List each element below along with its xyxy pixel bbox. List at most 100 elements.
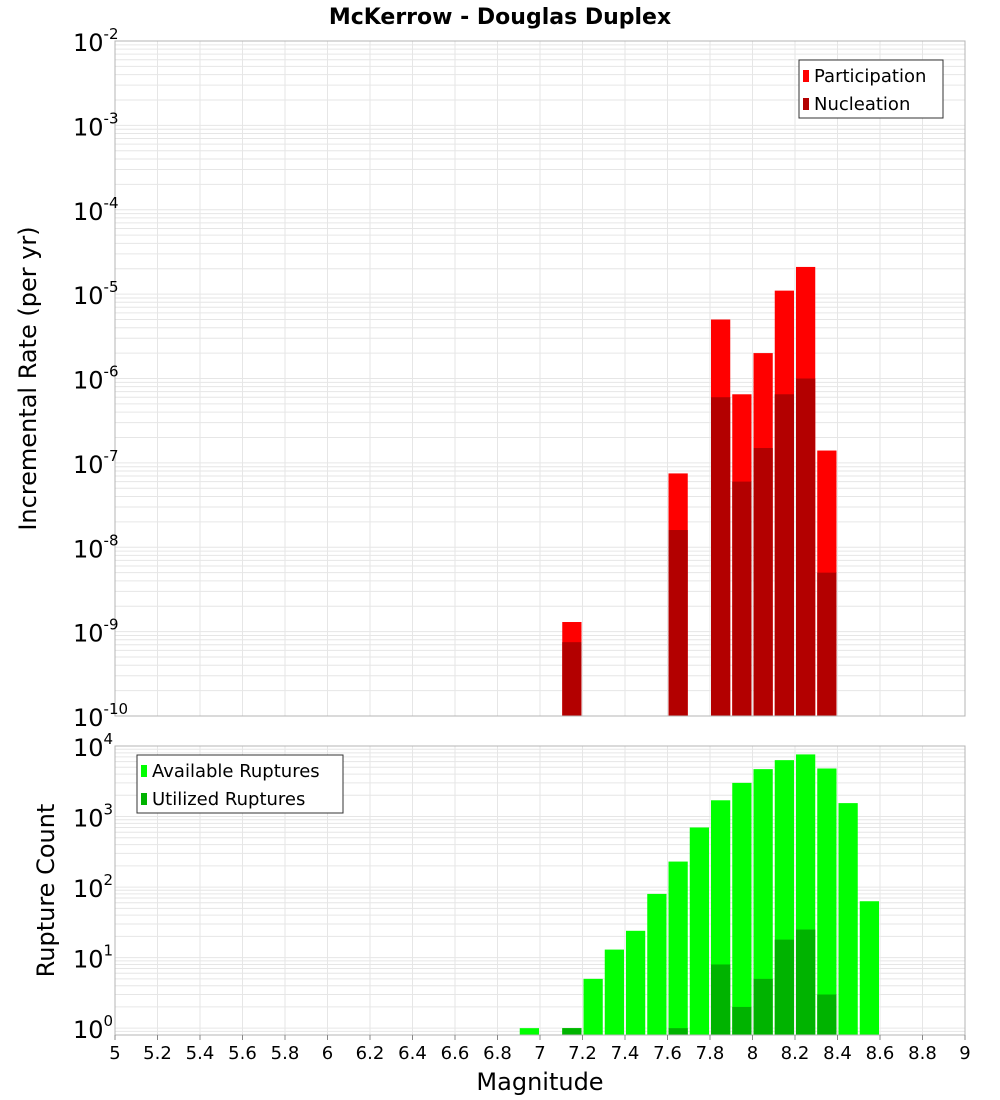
bar-utilized-ruptures <box>711 964 731 1035</box>
bar-utilized-ruptures <box>732 1006 752 1035</box>
y-tick-exponent: 2 <box>104 871 114 889</box>
y-tick-label: 10-7 <box>73 447 119 479</box>
bar-nucleation <box>774 394 794 716</box>
y-tick-exponent: 4 <box>104 730 114 748</box>
x-tick-label: 5.6 <box>228 1043 257 1064</box>
rate-panel-grid <box>114 41 966 717</box>
legend-label: Participation <box>814 66 926 87</box>
bar-available-ruptures <box>859 901 879 1035</box>
x-tick-label: 8.8 <box>908 1043 937 1064</box>
bar-nucleation <box>668 530 688 716</box>
y-tick-exponent: -5 <box>104 278 119 296</box>
legend-swatch <box>803 70 809 82</box>
y-tick-base: 10 <box>73 946 104 974</box>
x-tick-label: 8.6 <box>866 1043 895 1064</box>
legend-label: Available Ruptures <box>152 761 320 782</box>
y-tick-exponent: -3 <box>104 109 119 127</box>
bar-available-ruptures <box>689 827 709 1035</box>
x-tick-label: 7.8 <box>696 1043 725 1064</box>
bar-utilized-ruptures <box>796 929 816 1035</box>
count-panel-bars <box>519 754 879 1035</box>
bar-nucleation <box>711 397 731 716</box>
bar-utilized-ruptures <box>562 1028 582 1035</box>
y-tick-base: 10 <box>73 367 104 395</box>
rate-panel-bars <box>562 266 837 716</box>
x-tick-label: 6 <box>322 1043 333 1064</box>
y-tick-exponent: -9 <box>104 616 119 634</box>
y-tick-label: 103 <box>73 801 113 833</box>
bar-available-ruptures <box>753 769 773 1035</box>
bar-available-ruptures <box>583 978 603 1035</box>
y-tick-base: 10 <box>73 805 104 833</box>
y-tick-exponent: 3 <box>104 801 114 819</box>
y-tick-base: 10 <box>73 620 104 648</box>
x-tick-label: 7.2 <box>568 1043 597 1064</box>
bar-available-ruptures <box>626 930 646 1035</box>
y-tick-label: 101 <box>73 942 113 974</box>
y-tick-exponent: -10 <box>104 700 129 718</box>
x-tick-label: 7.6 <box>653 1043 682 1064</box>
y-tick-label: 10-5 <box>73 278 119 310</box>
x-tick-label: 5.2 <box>143 1043 172 1064</box>
rate-legend: Participation Nucleation <box>798 59 944 119</box>
bar-nucleation <box>753 448 773 716</box>
x-tick-label: 5.8 <box>271 1043 300 1064</box>
y-tick-base: 10 <box>73 734 104 762</box>
legend-label: Nucleation <box>814 94 910 115</box>
count-y-axis-label: Rupture Count <box>32 804 60 978</box>
count-legend: Available Ruptures Utilized Ruptures <box>136 754 344 814</box>
legend-box <box>798 59 944 119</box>
x-tick-label: 6.2 <box>356 1043 385 1064</box>
y-tick-label: 10-8 <box>73 531 119 563</box>
legend-swatch <box>803 98 809 110</box>
y-tick-exponent: 1 <box>104 942 114 960</box>
bar-available-ruptures <box>604 949 624 1035</box>
y-tick-base: 10 <box>73 29 104 57</box>
y-tick-label: 10-2 <box>73 25 119 57</box>
y-tick-base: 10 <box>73 451 104 479</box>
y-tick-label: 10-3 <box>73 109 119 141</box>
rate-panel-frame <box>114 40 966 717</box>
x-tick-label: 8.4 <box>823 1043 852 1064</box>
y-tick-exponent: -4 <box>104 194 119 212</box>
x-tick-label: 5.4 <box>186 1043 215 1064</box>
bar-nucleation <box>817 572 837 716</box>
y-tick-exponent: -6 <box>104 363 119 381</box>
legend-swatch <box>141 793 147 805</box>
y-tick-base: 10 <box>73 704 104 732</box>
x-tick-label: 8 <box>747 1043 758 1064</box>
bar-nucleation <box>562 642 582 716</box>
legend-box <box>136 754 344 814</box>
bar-utilized-ruptures <box>774 939 794 1035</box>
x-tick-label: 6.4 <box>398 1043 427 1064</box>
y-tick-label: 104 <box>73 730 113 762</box>
bar-nucleation <box>796 378 816 716</box>
x-tick-label: 5 <box>109 1043 120 1064</box>
bar-utilized-ruptures <box>817 994 837 1035</box>
y-tick-label: 102 <box>73 871 113 903</box>
bar-utilized-ruptures <box>753 978 773 1035</box>
x-tick-label: 8.2 <box>781 1043 810 1064</box>
y-tick-exponent: -7 <box>104 447 119 465</box>
y-tick-label: 10-9 <box>73 616 119 648</box>
y-tick-base: 10 <box>73 1016 104 1044</box>
y-tick-label: 10-4 <box>73 194 119 226</box>
y-tick-label: 100 <box>73 1012 113 1044</box>
y-tick-label: 10-6 <box>73 363 119 395</box>
x-axis-ticks: 5 5.2 5.4 5.6 5.8 6 6.2 6.4 6.6 6.8 7 7.2 7.4 7.6 7.8 8… <box>109 1035 971 1064</box>
y-tick-base: 10 <box>73 535 104 563</box>
bar-available-ruptures <box>817 768 837 1035</box>
x-tick-label: 9 <box>959 1043 970 1064</box>
rate-y-axis-label: Incremental Rate (per yr) <box>14 226 42 530</box>
x-tick-label: 6.6 <box>441 1043 470 1064</box>
bar-available-ruptures <box>519 1028 539 1035</box>
y-tick-base: 10 <box>73 113 104 141</box>
x-tick-label: 6.8 <box>483 1043 512 1064</box>
bar-available-ruptures <box>668 861 688 1035</box>
bar-available-ruptures <box>838 803 858 1035</box>
